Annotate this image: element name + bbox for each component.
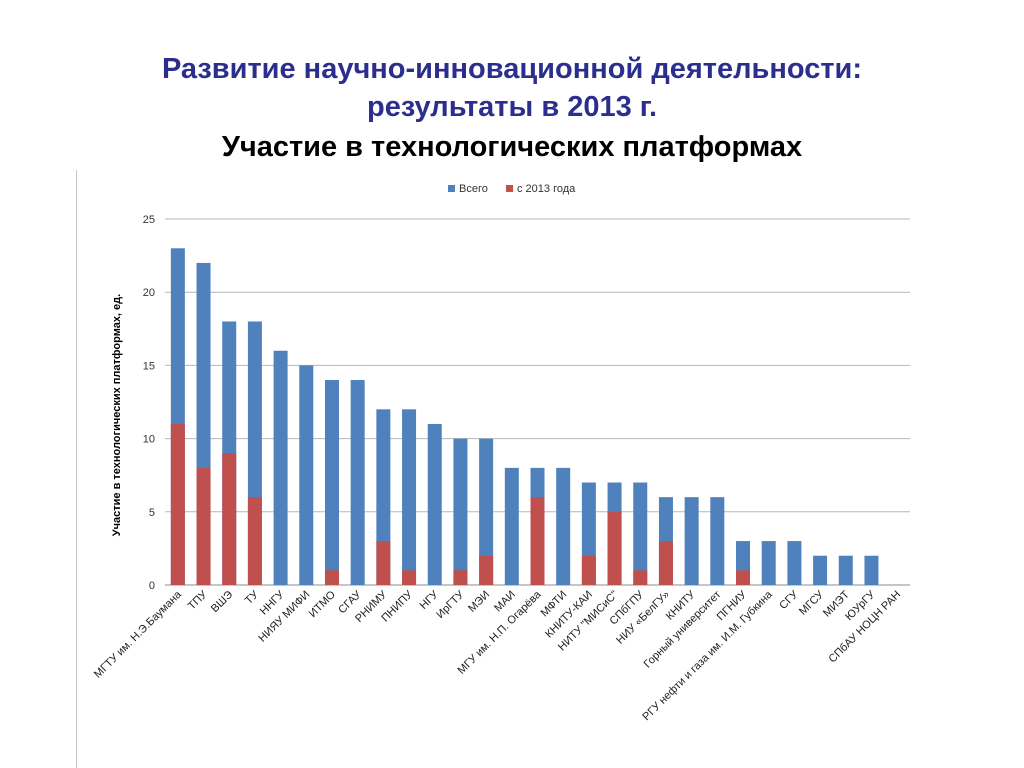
bar-since-2013 <box>581 555 596 585</box>
y-axis-ticks: 0 5 10 15 20 25 <box>143 214 155 592</box>
legend-label: с 2013 года <box>517 183 576 195</box>
bar-total <box>710 497 725 585</box>
bar-since-2013 <box>479 555 494 585</box>
x-category-label: ТПУ <box>186 588 210 612</box>
bar-total <box>479 438 494 585</box>
bar-total <box>813 555 828 585</box>
bar-total <box>864 555 879 585</box>
bar-total <box>299 365 314 585</box>
legend-label: Всего <box>459 183 488 195</box>
x-category-label: МГТУ им. Н.Э.Баумана <box>92 588 185 681</box>
bar-total <box>427 423 442 585</box>
x-category-label: МЭИ <box>466 589 492 615</box>
bar-since-2013 <box>633 570 648 585</box>
bar-total <box>787 541 802 585</box>
y-axis-title: Участие в технологических платформах, ед… <box>111 294 123 536</box>
bar-since-2013 <box>196 467 211 585</box>
bar-since-2013 <box>402 570 417 585</box>
bar-since-2013 <box>453 570 468 585</box>
bar-since-2013 <box>170 423 185 585</box>
slide-title-block: Развитие научно-инновационной деятельнос… <box>0 50 1024 166</box>
slide-subtitle: Участие в технологических платформах <box>221 131 803 163</box>
slide-title-line1: Развитие научно-инновационной деятельнос… <box>161 53 863 85</box>
legend-swatch <box>448 185 455 192</box>
bar-since-2013 <box>376 541 391 585</box>
bar-total <box>504 467 519 585</box>
bar-total <box>453 438 468 585</box>
x-category-label: ВШЭ <box>209 589 235 615</box>
bar-total <box>633 482 648 585</box>
slide-divider-line <box>76 170 77 768</box>
bar-total <box>350 380 365 585</box>
slide-title-line2: результаты в 2013 г. <box>366 91 658 123</box>
x-category-label: ИТМО <box>307 588 339 620</box>
y-tick-label: 5 <box>149 507 155 519</box>
bar-since-2013 <box>658 541 673 585</box>
chart-bars <box>170 248 879 585</box>
y-tick-label: 0 <box>149 580 155 592</box>
chart-legend: Всего с 2013 года <box>448 183 576 195</box>
bar-total <box>402 409 417 585</box>
bar-since-2013 <box>530 497 545 585</box>
y-tick-label: 25 <box>143 214 155 226</box>
y-tick-label: 15 <box>143 360 155 372</box>
bar-total <box>838 555 853 585</box>
bar-since-2013 <box>736 570 751 585</box>
legend-swatch <box>506 185 513 192</box>
bar-total <box>684 497 699 585</box>
bar-total <box>273 350 288 585</box>
y-tick-label: 20 <box>143 287 155 299</box>
y-tick-label: 10 <box>143 434 155 446</box>
x-category-label: ТУ <box>243 588 262 607</box>
bar-total <box>324 380 339 585</box>
bar-total <box>556 467 571 585</box>
bar-since-2013 <box>247 497 262 585</box>
bar-since-2013 <box>324 570 339 585</box>
bar-total <box>761 541 776 585</box>
bar-since-2013 <box>222 453 237 585</box>
bar-since-2013 <box>607 511 622 585</box>
x-category-label: ИрГТУ <box>434 588 467 621</box>
